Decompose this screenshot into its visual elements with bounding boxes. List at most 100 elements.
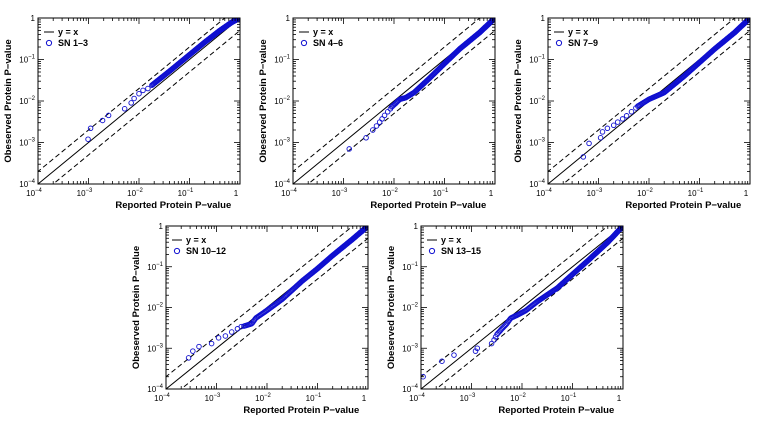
- y-tick-exponent: −4: [283, 179, 291, 185]
- y-tick-label: 1: [541, 14, 546, 23]
- x-tick-exponent: −1: [570, 393, 578, 399]
- data-point: [121, 106, 128, 112]
- y-tick-label: 10−4: [19, 179, 35, 189]
- y-tick-label: 10−1: [402, 262, 418, 272]
- x-tick-label: 1: [617, 394, 622, 403]
- legend: y = xSN 4–6: [299, 27, 343, 48]
- legend-label: y = x: [568, 27, 588, 37]
- y-tick-label: 10−1: [147, 262, 163, 272]
- y-tick-label: 10−3: [147, 343, 163, 353]
- data-point: [105, 112, 112, 119]
- data-point: [363, 135, 369, 141]
- dashed-band-line: [38, 18, 226, 173]
- x-tick-exponent: −3: [469, 393, 477, 399]
- legend-label: SN 13–15: [441, 246, 481, 256]
- y-axis-label: Obeserved Protein P−value: [258, 39, 269, 162]
- x-tick-label: 10−4: [281, 188, 297, 198]
- y-axis-label: Obeserved Protein P−value: [513, 39, 524, 162]
- plot-area: [166, 226, 368, 389]
- dashed-band-line: [562, 29, 750, 184]
- y-tick-exponent: −4: [156, 384, 164, 390]
- x-tick-exponent: −2: [264, 393, 272, 399]
- data-point: [488, 340, 495, 347]
- x-tick-label: 1: [489, 189, 494, 198]
- x-tick-label: 10−1: [433, 188, 449, 198]
- x-tick-label: 10−3: [332, 188, 348, 198]
- y-tick-label: 10−3: [274, 138, 290, 148]
- data-point: [215, 335, 222, 341]
- x-tick-label: 10−1: [561, 393, 577, 403]
- x-tick-exponent: −4: [163, 393, 171, 399]
- legend-circle-marker: [300, 39, 308, 47]
- y-tick-label: 10−2: [529, 96, 545, 106]
- x-tick-exponent: −2: [136, 188, 144, 194]
- legend-label: SN 10–12: [186, 246, 226, 256]
- x-tick-exponent: −2: [391, 188, 399, 194]
- data-point: [376, 119, 383, 125]
- y-tick-exponent: −2: [411, 303, 419, 309]
- data-point: [373, 123, 380, 129]
- legend-label: y = x: [186, 235, 206, 245]
- dashed-band-line: [421, 226, 609, 378]
- x-tick-label: 10−1: [178, 188, 194, 198]
- legend: y = xSN 7–9: [554, 27, 598, 48]
- data-point: [451, 352, 457, 358]
- data-point: [99, 117, 106, 124]
- dashed-band-line: [548, 18, 736, 173]
- x-tick-label: 10−3: [77, 188, 93, 198]
- y-tick-label: 1: [31, 14, 36, 23]
- y-axis-label: Obeserved Protein P−value: [131, 246, 142, 369]
- x-tick-label: 10−4: [409, 393, 425, 403]
- legend-label: y = x: [441, 235, 461, 245]
- y-axis-label: Obeserved Protein P−value: [386, 246, 397, 369]
- y-tick-exponent: −1: [538, 55, 546, 61]
- axis-ticks: [165, 225, 369, 390]
- y-tick-exponent: −1: [28, 55, 36, 61]
- y-tick-label: 1: [159, 222, 164, 231]
- identity-line: [38, 18, 240, 184]
- x-tick-exponent: −3: [341, 188, 349, 194]
- x-tick-label: 10−3: [205, 393, 221, 403]
- legend-label: SN 1–3: [58, 38, 88, 48]
- y-tick-exponent: −4: [411, 384, 419, 390]
- x-tick-label: 1: [234, 189, 239, 198]
- data-point: [140, 87, 146, 94]
- y-tick-exponent: −2: [156, 303, 164, 309]
- x-tick-exponent: −2: [646, 188, 654, 194]
- data-point: [586, 140, 592, 147]
- data-point: [628, 109, 635, 115]
- x-tick-label: 10−4: [154, 393, 170, 403]
- legend-label: y = x: [313, 27, 333, 37]
- x-tick-exponent: −2: [519, 393, 527, 399]
- x-tick-exponent: −4: [290, 188, 298, 194]
- dashed-band-line: [307, 29, 495, 184]
- y-tick-label: 1: [414, 222, 419, 231]
- legend-circle-marker: [45, 39, 53, 47]
- y-tick-label: 10−3: [529, 138, 545, 148]
- x-tick-label: 1: [744, 189, 749, 198]
- data-point: [439, 358, 445, 364]
- y-tick-label: 1: [286, 14, 291, 23]
- dashed-band-line: [166, 226, 354, 378]
- chart-panel-4: 10−410−410−310−310−210−210−110−111Report…: [131, 222, 369, 416]
- y-tick-exponent: −3: [283, 138, 291, 144]
- legend: y = xSN 13–15: [427, 235, 481, 256]
- x-axis-label: Reported Protein P−value: [370, 200, 486, 211]
- axis-ticks: [420, 225, 624, 390]
- x-tick-label: 10−1: [688, 188, 704, 198]
- data-point: [491, 337, 497, 343]
- dashed-band-line: [180, 237, 368, 389]
- y-tick-label: 10−1: [19, 55, 35, 65]
- x-tick-exponent: −3: [214, 393, 222, 399]
- x-tick-exponent: −1: [315, 393, 323, 399]
- data-point: [610, 122, 617, 129]
- x-tick-label: 10−2: [127, 188, 143, 198]
- data-point: [604, 125, 611, 132]
- dashed-band-line: [435, 237, 623, 389]
- chart-panel-1: 10−410−410−310−310−210−210−110−111Report…: [3, 14, 241, 211]
- y-tick-label: 10−2: [402, 303, 418, 313]
- data-point: [87, 125, 94, 132]
- data-point: [379, 116, 385, 122]
- axis-ticks: [37, 17, 241, 185]
- data-point: [208, 340, 215, 347]
